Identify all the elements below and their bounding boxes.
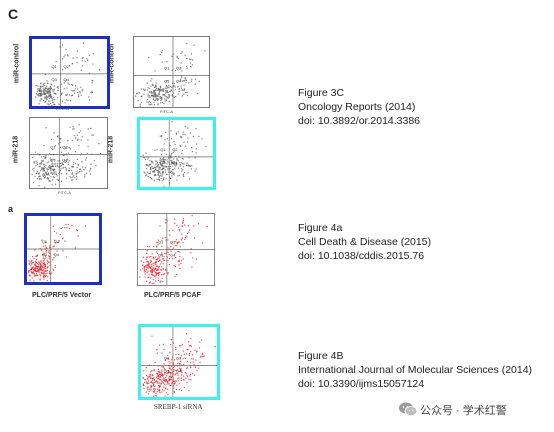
reference-3: Figure 4B International Journal of Molec…	[298, 349, 532, 391]
flow-plot-vector: Q1 Q2 Q3 Q4	[24, 213, 102, 285]
ref-figure: Figure 4a	[298, 222, 343, 234]
plot-label-vector: PLC/PRF/5 Vector	[32, 292, 92, 299]
quadrant-label: Q3	[50, 157, 56, 162]
quadrant-label: Q1	[42, 239, 48, 244]
x-axis-label: FITC-A	[160, 109, 173, 114]
quadrant-label: Q4	[62, 157, 68, 162]
ref-journal: Cell Death & Disease (2015)	[298, 236, 432, 248]
quadrant-label: Q2	[176, 66, 182, 71]
row-label-mir-218-right: miR-218	[107, 135, 115, 164]
quadrant-label: Q4	[172, 160, 178, 165]
ref-figure: Figure 3C	[298, 87, 345, 99]
scatter-svg: Q1 Q2 Q3 Q4	[140, 120, 213, 187]
ref-doi: doi: 10.1038/cddis.2015.76	[298, 250, 425, 262]
scatter-svg: Q1 Q2 Q3 Q4	[32, 39, 107, 106]
quadrant-label: Q2	[62, 144, 68, 149]
flow-plot-mir-218-2: Q1 Q2 Q3 Q4	[137, 117, 216, 190]
quadrant-label: Q1	[158, 240, 164, 245]
x-axis-label: FITC-A	[58, 190, 71, 195]
x-axis-label: FITC-A	[56, 106, 69, 111]
wechat-icon	[398, 401, 418, 417]
plot-label-srebp1: SREBP-1 siRNA	[154, 403, 203, 411]
panel-letter-a: a	[8, 204, 14, 214]
quadrant-label: Q3	[52, 77, 58, 82]
quadrant-label: Q2	[64, 64, 70, 69]
flow-plot-mir-control-2: Q1 Q2 Q3 Q4	[133, 36, 210, 108]
quadrant-label: Q3	[160, 160, 166, 165]
watermark-text: 公众号 · 学术红警	[420, 405, 507, 417]
ref-figure: Figure 4B	[298, 350, 344, 362]
reference-2: Figure 4a Cell Death & Disease (2015) do…	[298, 221, 431, 263]
plot-label-pcaf: PLC/PRF/5 PCAF	[144, 292, 201, 299]
quadrant-label: Q1	[52, 64, 58, 69]
scatter-svg: Q1 Q2 Q3 Q4	[30, 118, 107, 188]
quadrant-label: Q1	[164, 356, 170, 361]
quadrant-label: Q2	[172, 147, 178, 152]
quadrant-label: Q1	[164, 66, 170, 71]
quadrant-label: Q3	[164, 79, 170, 84]
quadrant-label: Q1	[50, 144, 56, 149]
ref-doi: doi: 10.3390/ijms15057124	[298, 378, 425, 390]
quadrant-label: Q4	[176, 79, 182, 84]
quadrant-label: Q4	[64, 77, 70, 82]
flow-plot-pcaf: Q1 Q2 Q3 Q4	[137, 213, 215, 286]
reference-1: Figure 3C Oncology Reports (2014) doi: 1…	[298, 86, 420, 128]
quadrant-label: Q4	[176, 369, 182, 374]
panel-letter-c: C	[8, 6, 19, 22]
quadrant-label: Q3	[158, 253, 164, 258]
scatter-svg: Q1 Q2 Q3 Q4	[141, 327, 217, 397]
row-label-mir-218-left: miR-218	[12, 135, 20, 164]
quadrant-label: Q2	[176, 356, 182, 361]
quadrant-label: Q4	[54, 252, 60, 257]
ref-journal: Oncology Reports (2014)	[298, 101, 416, 113]
flow-plot-mir-218-1: Q1 Q2 Q3 Q4	[29, 117, 108, 189]
scatter-svg: Q1 Q2 Q3 Q4	[134, 37, 209, 107]
quadrant-label: Q4	[170, 253, 176, 258]
scatter-svg: Q1 Q2 Q3 Q4	[27, 216, 99, 282]
row-label-mir-control-left: miR-control	[13, 43, 21, 84]
quadrant-label: Q3	[42, 252, 48, 257]
flow-plot-srebp1-sirna: Q1 Q2 Q3 Q4	[138, 324, 220, 400]
quadrant-label: Q2	[170, 240, 176, 245]
quadrant-label: Q3	[164, 369, 170, 374]
quadrant-label: Q2	[54, 239, 60, 244]
quadrant-label: Q1	[160, 147, 166, 152]
ref-doi: doi: 10.3892/or.2014.3386	[298, 115, 421, 127]
ref-journal: International Journal of Molecular Scien…	[298, 364, 533, 376]
flow-plot-mir-control-1: Q1 Q2 Q3 Q4	[29, 36, 110, 109]
scatter-svg: Q1 Q2 Q3 Q4	[138, 214, 214, 285]
